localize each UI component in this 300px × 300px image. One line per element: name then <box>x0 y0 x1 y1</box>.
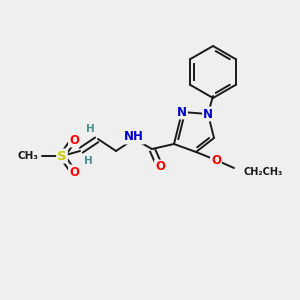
Text: H: H <box>85 124 94 134</box>
Text: N: N <box>177 106 187 118</box>
Text: NH: NH <box>124 130 144 143</box>
Text: CH₃: CH₃ <box>17 151 38 161</box>
Text: O: O <box>69 166 79 178</box>
Text: S: S <box>57 149 67 163</box>
Text: H: H <box>84 156 92 166</box>
Text: O: O <box>155 160 165 173</box>
Text: O: O <box>69 134 79 146</box>
Text: O: O <box>211 154 221 166</box>
Text: CH₂CH₃: CH₂CH₃ <box>244 167 283 177</box>
Text: N: N <box>203 107 213 121</box>
